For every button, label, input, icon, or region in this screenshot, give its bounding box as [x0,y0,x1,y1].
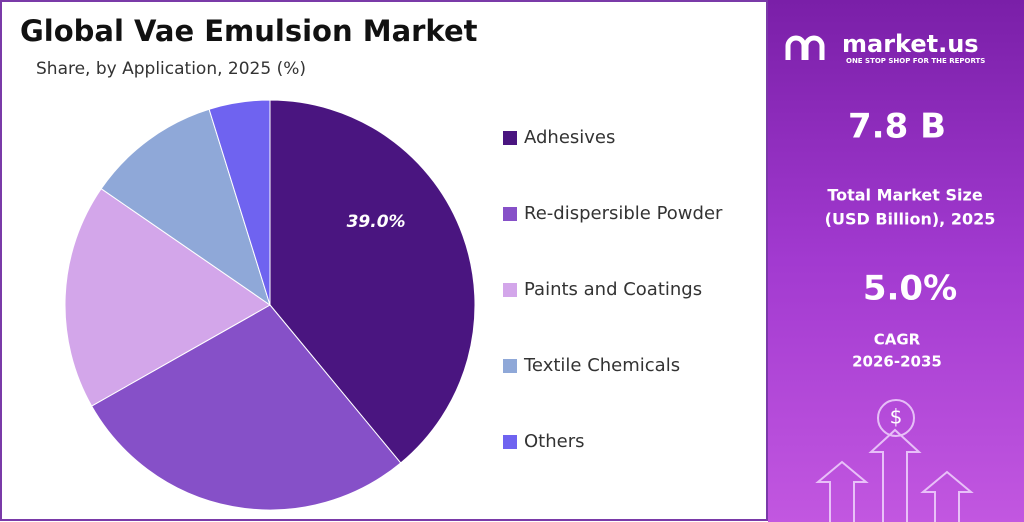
pie-slice [269,99,476,464]
legend-swatch [503,435,517,449]
legend-label: Others [524,431,585,452]
legend-label: Paints and Coatings [524,279,702,300]
market-size-label: Total Market Size [827,186,982,205]
legend-swatch [503,131,517,145]
pie-slice [208,99,271,306]
pie: 39.0% [64,99,476,511]
chart-subtitle: Share, by Application, 2025 (%) [36,59,306,79]
legend-label: Textile Chemicals [523,355,680,376]
market-size: 7.8 B [848,107,946,147]
dollar-icon: $ [890,405,903,429]
tagline: ONE STOP SHOP FOR THE REPORTS [846,57,985,65]
cagr-label: CAGR [874,331,921,349]
pie-slice [100,108,271,307]
data-label: 39.0% [347,212,406,232]
brand: market.us [842,30,979,58]
legend-swatch [503,207,517,221]
legend-label: Re-dispersible Powder [524,203,723,224]
cagr-label: 2026-2035 [852,353,942,371]
legend: Adhesives Re-dispersible Powder Paints and… [503,127,723,452]
legend-swatch [503,359,517,373]
logo-icon [785,35,825,60]
pie-slice [90,304,402,511]
pie-slice [64,188,271,407]
side-panel [768,0,1024,522]
legend-label: Adhesives [524,127,615,148]
market-size-label: (USD Billion), 2025 [825,210,996,229]
chart-title: Global Vae Emulsion Market [20,14,478,48]
decor-arrows [815,399,974,522]
logo: market.us ONE STOP SHOP FOR THE REPORTS [785,30,985,65]
legend-swatch [503,283,517,297]
cagr: 5.0% [863,269,957,309]
